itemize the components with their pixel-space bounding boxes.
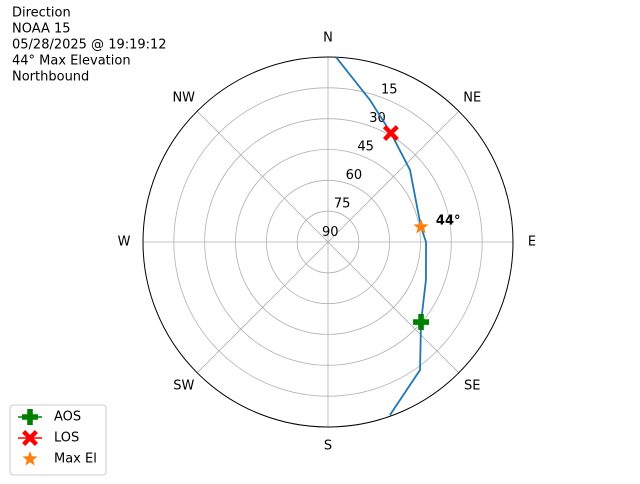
- legend-label: LOS: [54, 431, 79, 446]
- legend-label: Max El: [54, 452, 97, 467]
- header-line: Direction: [12, 6, 71, 21]
- grid-spoke: [327, 110, 460, 243]
- theta-tick-label: W: [118, 235, 131, 250]
- theta-tick-label: NE: [463, 90, 481, 105]
- marker-plus: [413, 314, 430, 331]
- outer-frame: [142, 56, 514, 428]
- track-line: [335, 56, 427, 416]
- theta-tick-label: S: [324, 439, 332, 454]
- grid-spoke: [196, 110, 329, 243]
- r-tick-label: 75: [334, 196, 351, 211]
- theta-tick-label: E: [528, 235, 536, 250]
- grid-spoke: [196, 241, 329, 374]
- theta-tick-label: N: [323, 31, 333, 46]
- grid-spoke: [327, 241, 460, 374]
- r-tick-label: 60: [346, 168, 363, 183]
- legend-marker: [22, 430, 38, 446]
- legend-label: AOS: [54, 410, 81, 425]
- marker-star: [413, 218, 429, 234]
- theta-tick-label: SW: [173, 379, 194, 394]
- legend-marker: [22, 409, 38, 426]
- legend-marker: [22, 451, 38, 466]
- header-line: 05/28/2025 @ 19:19:12: [12, 38, 167, 53]
- r-tick-label: 45: [357, 139, 374, 154]
- theta-tick-label: NW: [172, 90, 195, 105]
- header-line: NOAA 15: [12, 22, 71, 37]
- marker-x: [382, 125, 399, 142]
- header-line: 44° Max Elevation: [12, 54, 131, 69]
- r-tick-label: 15: [381, 83, 398, 98]
- annotation: 44°: [436, 213, 461, 228]
- theta-tick-label: SE: [464, 379, 480, 394]
- r-tick-label: 90: [322, 225, 339, 240]
- header-line: Northbound: [12, 70, 89, 85]
- legend: AOS LOS Max El: [9, 404, 107, 476]
- r-tick-label: 30: [369, 111, 386, 126]
